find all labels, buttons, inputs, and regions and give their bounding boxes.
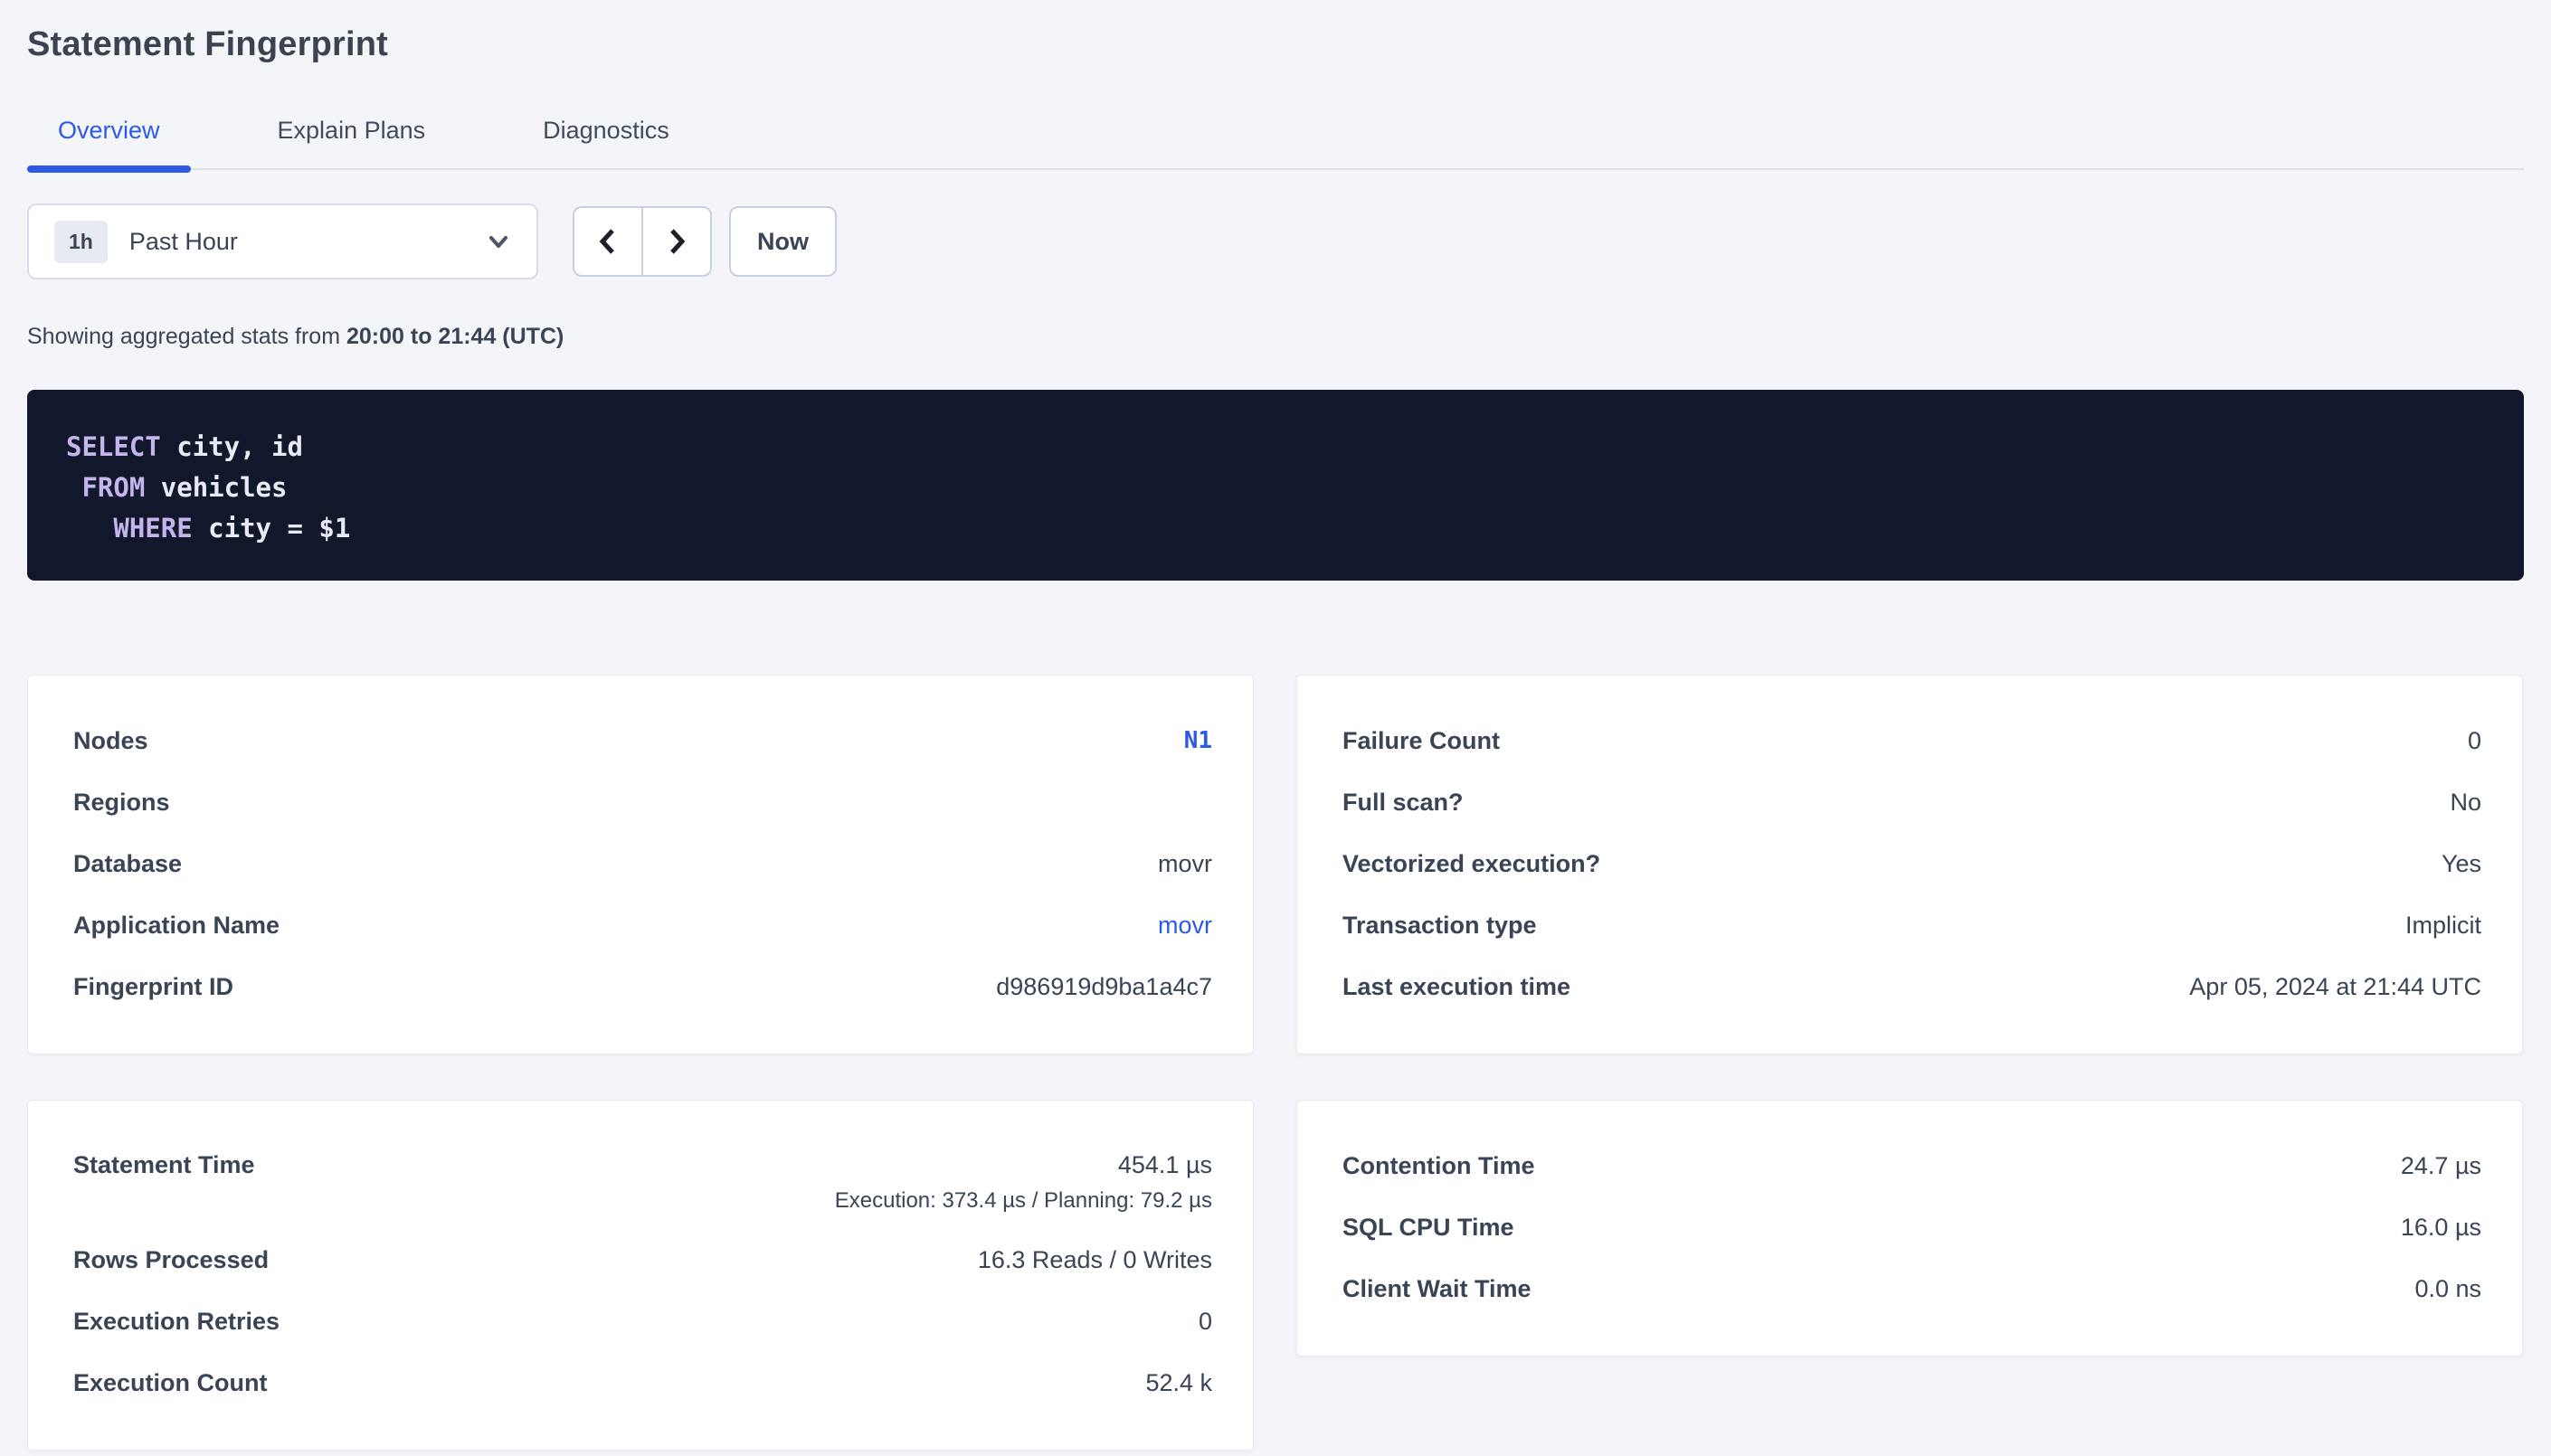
row-label: Vectorized execution?: [1342, 849, 1601, 877]
time-controls: 1h Past Hour: [27, 203, 2524, 279]
tab-explain-plans-label: Explain Plans: [277, 117, 426, 144]
application-link[interactable]: movr: [1158, 911, 1212, 939]
summary-row-regions: Regions: [28, 771, 1253, 833]
time-range-label: Past Hour: [128, 227, 238, 255]
statement-stats-card: Statement Time 454.1 µs Execution: 373.4…: [27, 1100, 1254, 1451]
tab-overview-label: Overview: [58, 117, 160, 144]
row-subvalue: Execution: 373.4 µs / Planning: 79.2 µs: [834, 1188, 1212, 1213]
row-value: 0.0 ns: [2414, 1274, 2481, 1302]
aggregated-stats-caption: Showing aggregated stats from 20:00 to 2…: [27, 324, 2524, 350]
node-link[interactable]: N1: [1183, 727, 1212, 754]
row-value-stack: 454.1 µs Execution: 373.4 µs / Planning:…: [835, 1151, 1212, 1214]
sql-text: city = $1: [192, 513, 351, 544]
stats-row-rows-processed: Rows Processed 16.3 Reads / 0 Writes: [28, 1229, 1253, 1291]
stats-row-contention-time: Contention Time 24.7 µs: [1297, 1135, 2522, 1196]
row-value: 16.0 µs: [2400, 1213, 2481, 1241]
tab-bar: Overview Explain Plans Diagnostics: [27, 117, 2524, 173]
sql-line: SELECT city, id: [66, 427, 2488, 468]
summary-cards: Nodes N1 Regions Database movr Applicati…: [27, 675, 2524, 1451]
row-value: No: [2450, 788, 2481, 816]
stats-row-execution-retries: Execution Retries 0: [28, 1291, 1253, 1352]
row-label: Contention Time: [1342, 1151, 1535, 1179]
sql-statement-box: SELECT city, id FROM vehicles WHERE city…: [27, 390, 2524, 581]
sql-indent: [66, 472, 81, 503]
row-label: Nodes: [73, 726, 148, 754]
timing-stats-card: Contention Time 24.7 µs SQL CPU Time 16.…: [1296, 1100, 2523, 1357]
chevron-right-icon: [662, 225, 691, 258]
stats-row-sql-cpu-time: SQL CPU Time 16.0 µs: [1297, 1196, 2522, 1258]
row-label: Execution Count: [73, 1368, 268, 1396]
previous-interval-button[interactable]: [573, 206, 643, 277]
tab-overview[interactable]: Overview: [27, 117, 191, 173]
overview-summary-card: Nodes N1 Regions Database movr Applicati…: [27, 675, 1254, 1054]
summary-row-fingerprint-id: Fingerprint ID d986919d9ba1a4c7: [28, 956, 1253, 1017]
row-label: Client Wait Time: [1342, 1274, 1532, 1302]
row-value: Yes: [2441, 849, 2481, 877]
sql-indent: [66, 513, 113, 544]
stats-caption-range: 20:00 to 21:44 (UTC): [346, 324, 564, 349]
now-button[interactable]: Now: [729, 206, 837, 277]
sql-text: vehicles: [145, 472, 288, 503]
time-range-dropdown[interactable]: 1h Past Hour: [27, 203, 538, 279]
sql-keyword: FROM: [81, 472, 146, 503]
row-label: Last execution time: [1342, 972, 1571, 1000]
sql-keyword: WHERE: [113, 513, 193, 544]
row-label: Application Name: [73, 911, 280, 939]
row-value: Apr 05, 2024 at 21:44 UTC: [2189, 972, 2481, 1000]
summary-row-nodes: Nodes N1: [28, 710, 1253, 771]
row-label: Failure Count: [1342, 726, 1500, 754]
sql-line: FROM vehicles: [66, 468, 2488, 508]
sql-text: city, id: [160, 431, 303, 462]
summary-row-full-scan: Full scan? No: [1297, 771, 2522, 833]
chevron-down-icon: [486, 229, 511, 254]
row-label: Fingerprint ID: [73, 972, 233, 1000]
row-value: 52.4 k: [1145, 1368, 1212, 1396]
row-label: Rows Processed: [73, 1245, 270, 1273]
summary-row-database: Database movr: [28, 833, 1253, 894]
summary-row-transaction-type: Transaction type Implicit: [1297, 894, 2522, 956]
row-value: 16.3 Reads / 0 Writes: [977, 1245, 1212, 1273]
next-interval-button[interactable]: [641, 206, 712, 277]
sql-line: WHERE city = $1: [66, 508, 2488, 549]
row-value: 454.1 µs: [1117, 1151, 1212, 1178]
tab-diagnostics[interactable]: Diagnostics: [512, 117, 700, 168]
row-label: Transaction type: [1342, 911, 1537, 939]
page-title: Statement Fingerprint: [27, 25, 389, 63]
summary-row-last-execution: Last execution time Apr 05, 2024 at 21:4…: [1297, 956, 2522, 1017]
row-label: SQL CPU Time: [1342, 1213, 1514, 1241]
time-step-buttons: [573, 206, 712, 277]
stats-row-client-wait-time: Client Wait Time 0.0 ns: [1297, 1258, 2522, 1319]
tab-diagnostics-label: Diagnostics: [543, 117, 669, 144]
stats-row-execution-count: Execution Count 52.4 k: [28, 1352, 1253, 1413]
row-label: Statement Time: [73, 1151, 255, 1178]
row-label: Execution Retries: [73, 1307, 280, 1335]
row-value: movr: [1158, 849, 1212, 877]
chevron-left-icon: [593, 225, 622, 258]
row-value: 0: [1198, 1307, 1212, 1335]
summary-row-vectorized: Vectorized execution? Yes: [1297, 833, 2522, 894]
row-label: Database: [73, 849, 183, 877]
row-label: Regions: [73, 788, 170, 816]
tab-explain-plans[interactable]: Explain Plans: [247, 117, 457, 168]
row-value: 24.7 µs: [2400, 1151, 2481, 1179]
sql-keyword: SELECT: [66, 431, 161, 462]
execution-attributes-card: Failure Count 0 Full scan? No Vectorized…: [1296, 675, 2523, 1054]
row-value: d986919d9ba1a4c7: [996, 972, 1212, 1000]
time-range-badge: 1h: [54, 220, 108, 263]
row-value: 0: [2467, 726, 2481, 754]
summary-row-failure-count: Failure Count 0: [1297, 710, 2522, 771]
stats-caption-prefix: Showing aggregated stats from: [27, 324, 346, 349]
summary-row-application-name: Application Name movr: [28, 894, 1253, 956]
row-label: Full scan?: [1342, 788, 1464, 816]
row-value: Implicit: [2404, 911, 2481, 939]
stats-row-statement-time: Statement Time 454.1 µs Execution: 373.4…: [28, 1135, 1253, 1229]
